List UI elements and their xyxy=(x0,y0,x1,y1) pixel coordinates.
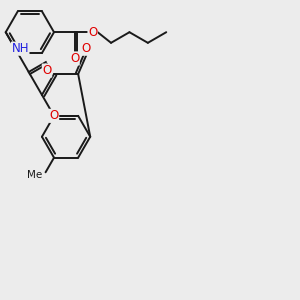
Text: Me: Me xyxy=(27,170,42,180)
Text: O: O xyxy=(42,64,52,77)
Text: O: O xyxy=(88,26,97,39)
Text: O: O xyxy=(82,42,91,55)
Text: O: O xyxy=(70,52,79,65)
Text: O: O xyxy=(50,109,58,122)
Text: NH: NH xyxy=(11,42,29,55)
